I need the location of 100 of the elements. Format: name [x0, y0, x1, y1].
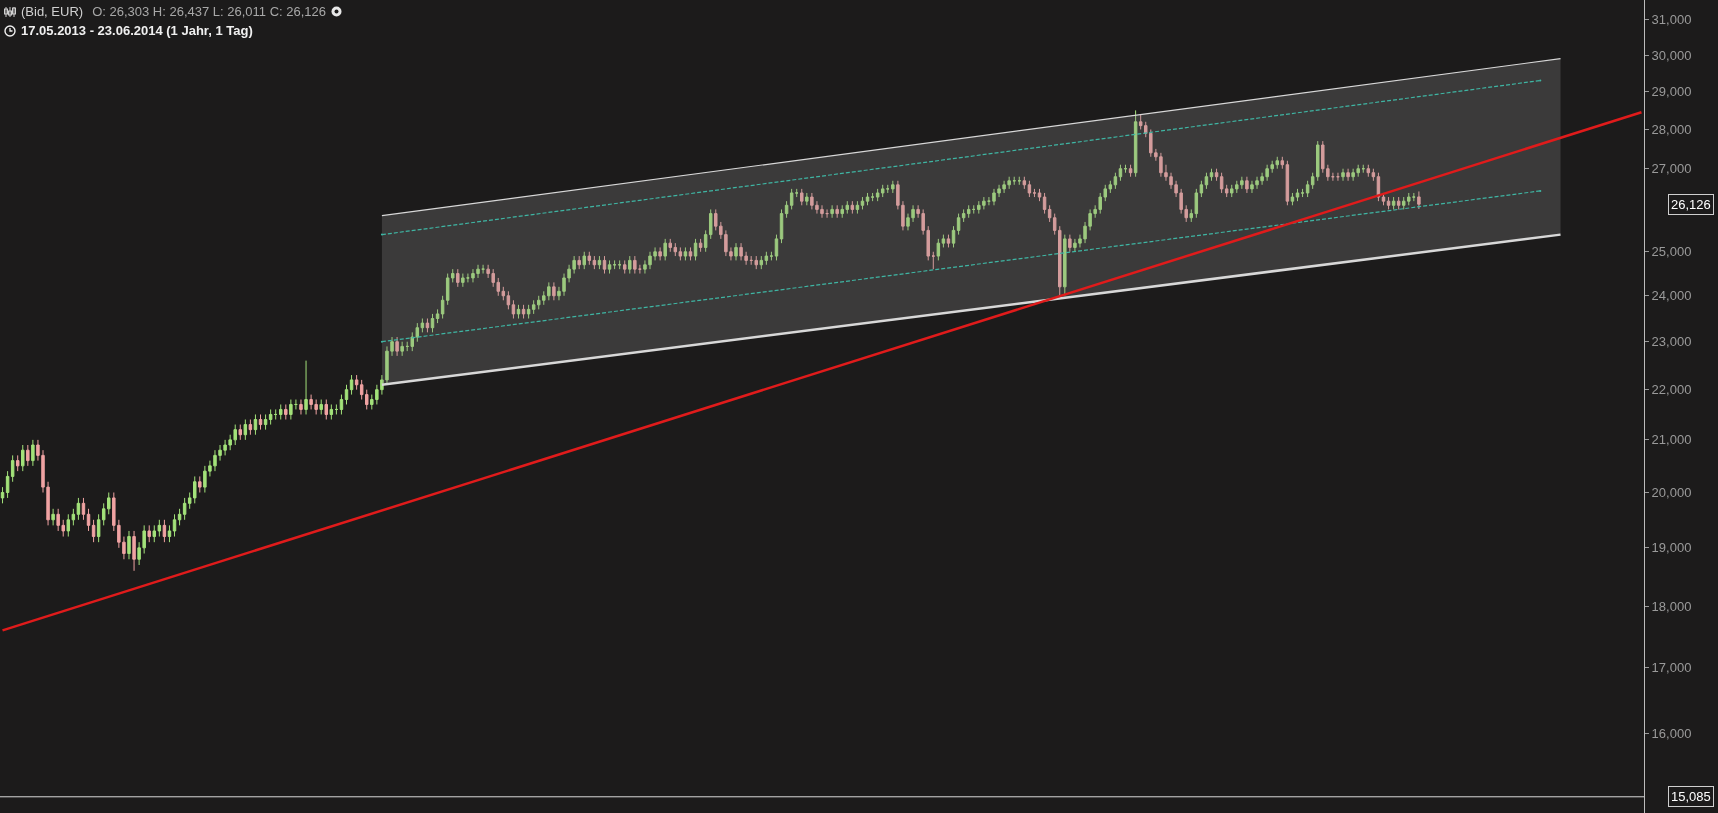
candlestick — [10, 454, 15, 483]
candlestick — [289, 399, 293, 420]
candlestick — [238, 424, 243, 441]
candlestick — [349, 374, 354, 396]
y-tick-label: 30,000 — [1651, 47, 1692, 63]
candlestick — [15, 454, 20, 472]
candlestick — [683, 246, 688, 261]
candlestick — [1386, 196, 1391, 210]
y-tick-label: 19,000 — [1651, 540, 1692, 556]
candlestick — [466, 273, 470, 283]
candlestick — [951, 225, 956, 248]
candlestick — [825, 208, 829, 219]
candlestick — [1133, 109, 1138, 178]
candlestick — [198, 475, 202, 493]
candlestick — [1346, 168, 1350, 182]
candlestick — [1214, 168, 1219, 182]
candlestick — [1037, 188, 1042, 202]
candlestick — [602, 255, 607, 275]
candlestick — [253, 413, 258, 436]
candlestick — [688, 246, 693, 261]
candlestick — [1391, 196, 1396, 210]
candlestick — [319, 399, 323, 415]
candlestick — [258, 413, 263, 431]
candlestick — [132, 530, 136, 572]
candlestick — [1381, 192, 1386, 206]
candlestick — [435, 308, 440, 324]
candlestick — [461, 273, 465, 288]
candlestick — [521, 304, 526, 319]
candlestick — [167, 524, 172, 543]
candlestick — [835, 204, 839, 219]
candlestick — [891, 180, 895, 194]
candlestick — [66, 513, 71, 538]
candlestick — [860, 196, 865, 210]
candlestick — [1366, 164, 1371, 178]
candlestick — [243, 419, 248, 441]
y-tick-label: 29,000 — [1651, 84, 1692, 100]
candlestick — [597, 255, 602, 270]
candlestick — [789, 188, 794, 210]
y-tick-label: 18,000 — [1651, 598, 1692, 614]
chart-title: (Bid, EUR) — [21, 3, 84, 21]
candlestick — [172, 513, 177, 538]
candlestick — [987, 196, 991, 206]
candlestick — [1336, 172, 1340, 182]
candlestick — [1199, 180, 1204, 198]
candlestick — [304, 360, 308, 415]
candlestick — [294, 399, 298, 410]
candlestick — [248, 419, 253, 436]
candlestick — [430, 313, 435, 333]
y-tick-label: 27,000 — [1651, 161, 1692, 177]
candlestick — [284, 403, 288, 420]
y-tick-label: 16,000 — [1651, 725, 1692, 741]
candlestick — [31, 439, 35, 467]
candlestick — [784, 200, 789, 219]
candlestick — [395, 336, 399, 357]
candlestick — [628, 255, 632, 275]
candlestick — [1042, 192, 1047, 215]
candlestick — [456, 268, 460, 288]
candlestick — [1341, 168, 1345, 182]
candlestick — [344, 384, 349, 405]
candlestick — [956, 213, 961, 236]
candlestick — [805, 192, 809, 206]
candlestick — [147, 524, 151, 543]
candlestick — [693, 238, 698, 261]
candlestick — [263, 413, 268, 431]
annotation: O: 26,303 H: 26,437 L: 26,011 C: 26,126 — [92, 3, 327, 21]
candlestick — [587, 251, 592, 266]
candlestick — [855, 200, 860, 215]
candlestick — [268, 408, 273, 426]
candlestick — [759, 255, 764, 270]
candlestick — [127, 530, 131, 560]
y-tick-label: 22,000 — [1651, 382, 1692, 398]
candlestick — [81, 497, 86, 521]
candlestick — [51, 508, 55, 526]
candlestick — [850, 200, 855, 215]
candlestick — [865, 192, 870, 206]
y-tick-label: 28,000 — [1651, 122, 1692, 138]
y-tick-label: 20,000 — [1651, 485, 1692, 501]
candlestick — [5, 470, 10, 499]
candlestick — [638, 264, 642, 275]
candlestick — [1118, 164, 1123, 182]
candlestick — [1295, 188, 1300, 202]
candlestick — [86, 508, 91, 532]
candlestick — [1396, 196, 1401, 210]
candlestick — [1245, 176, 1249, 194]
candlestick — [1417, 190, 1421, 210]
candlestick — [577, 255, 581, 270]
candlestick — [622, 259, 627, 275]
candlestick — [329, 403, 334, 420]
candlestick — [946, 234, 951, 248]
candlestick — [1022, 176, 1027, 190]
candlestick — [1068, 234, 1072, 253]
y-tick-label: 17,000 — [1651, 660, 1692, 676]
candlestick — [91, 519, 96, 543]
candlestick — [880, 184, 885, 198]
y-tick-label: 21,000 — [1651, 432, 1692, 448]
text: 17.05.2013 - 23.06.2014 (1 Jahr, 1 Tag) — [21, 22, 253, 40]
candlestick — [26, 444, 30, 467]
candlestick — [400, 341, 404, 357]
candlestick — [177, 508, 182, 526]
candlestick — [152, 524, 157, 543]
